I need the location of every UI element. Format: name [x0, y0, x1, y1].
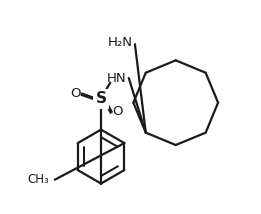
Text: S: S	[96, 91, 106, 106]
Text: HN: HN	[107, 71, 126, 85]
Text: O: O	[113, 106, 123, 118]
Text: O: O	[70, 87, 81, 100]
Text: H₂N: H₂N	[108, 36, 133, 49]
Text: CH₃: CH₃	[28, 173, 49, 186]
